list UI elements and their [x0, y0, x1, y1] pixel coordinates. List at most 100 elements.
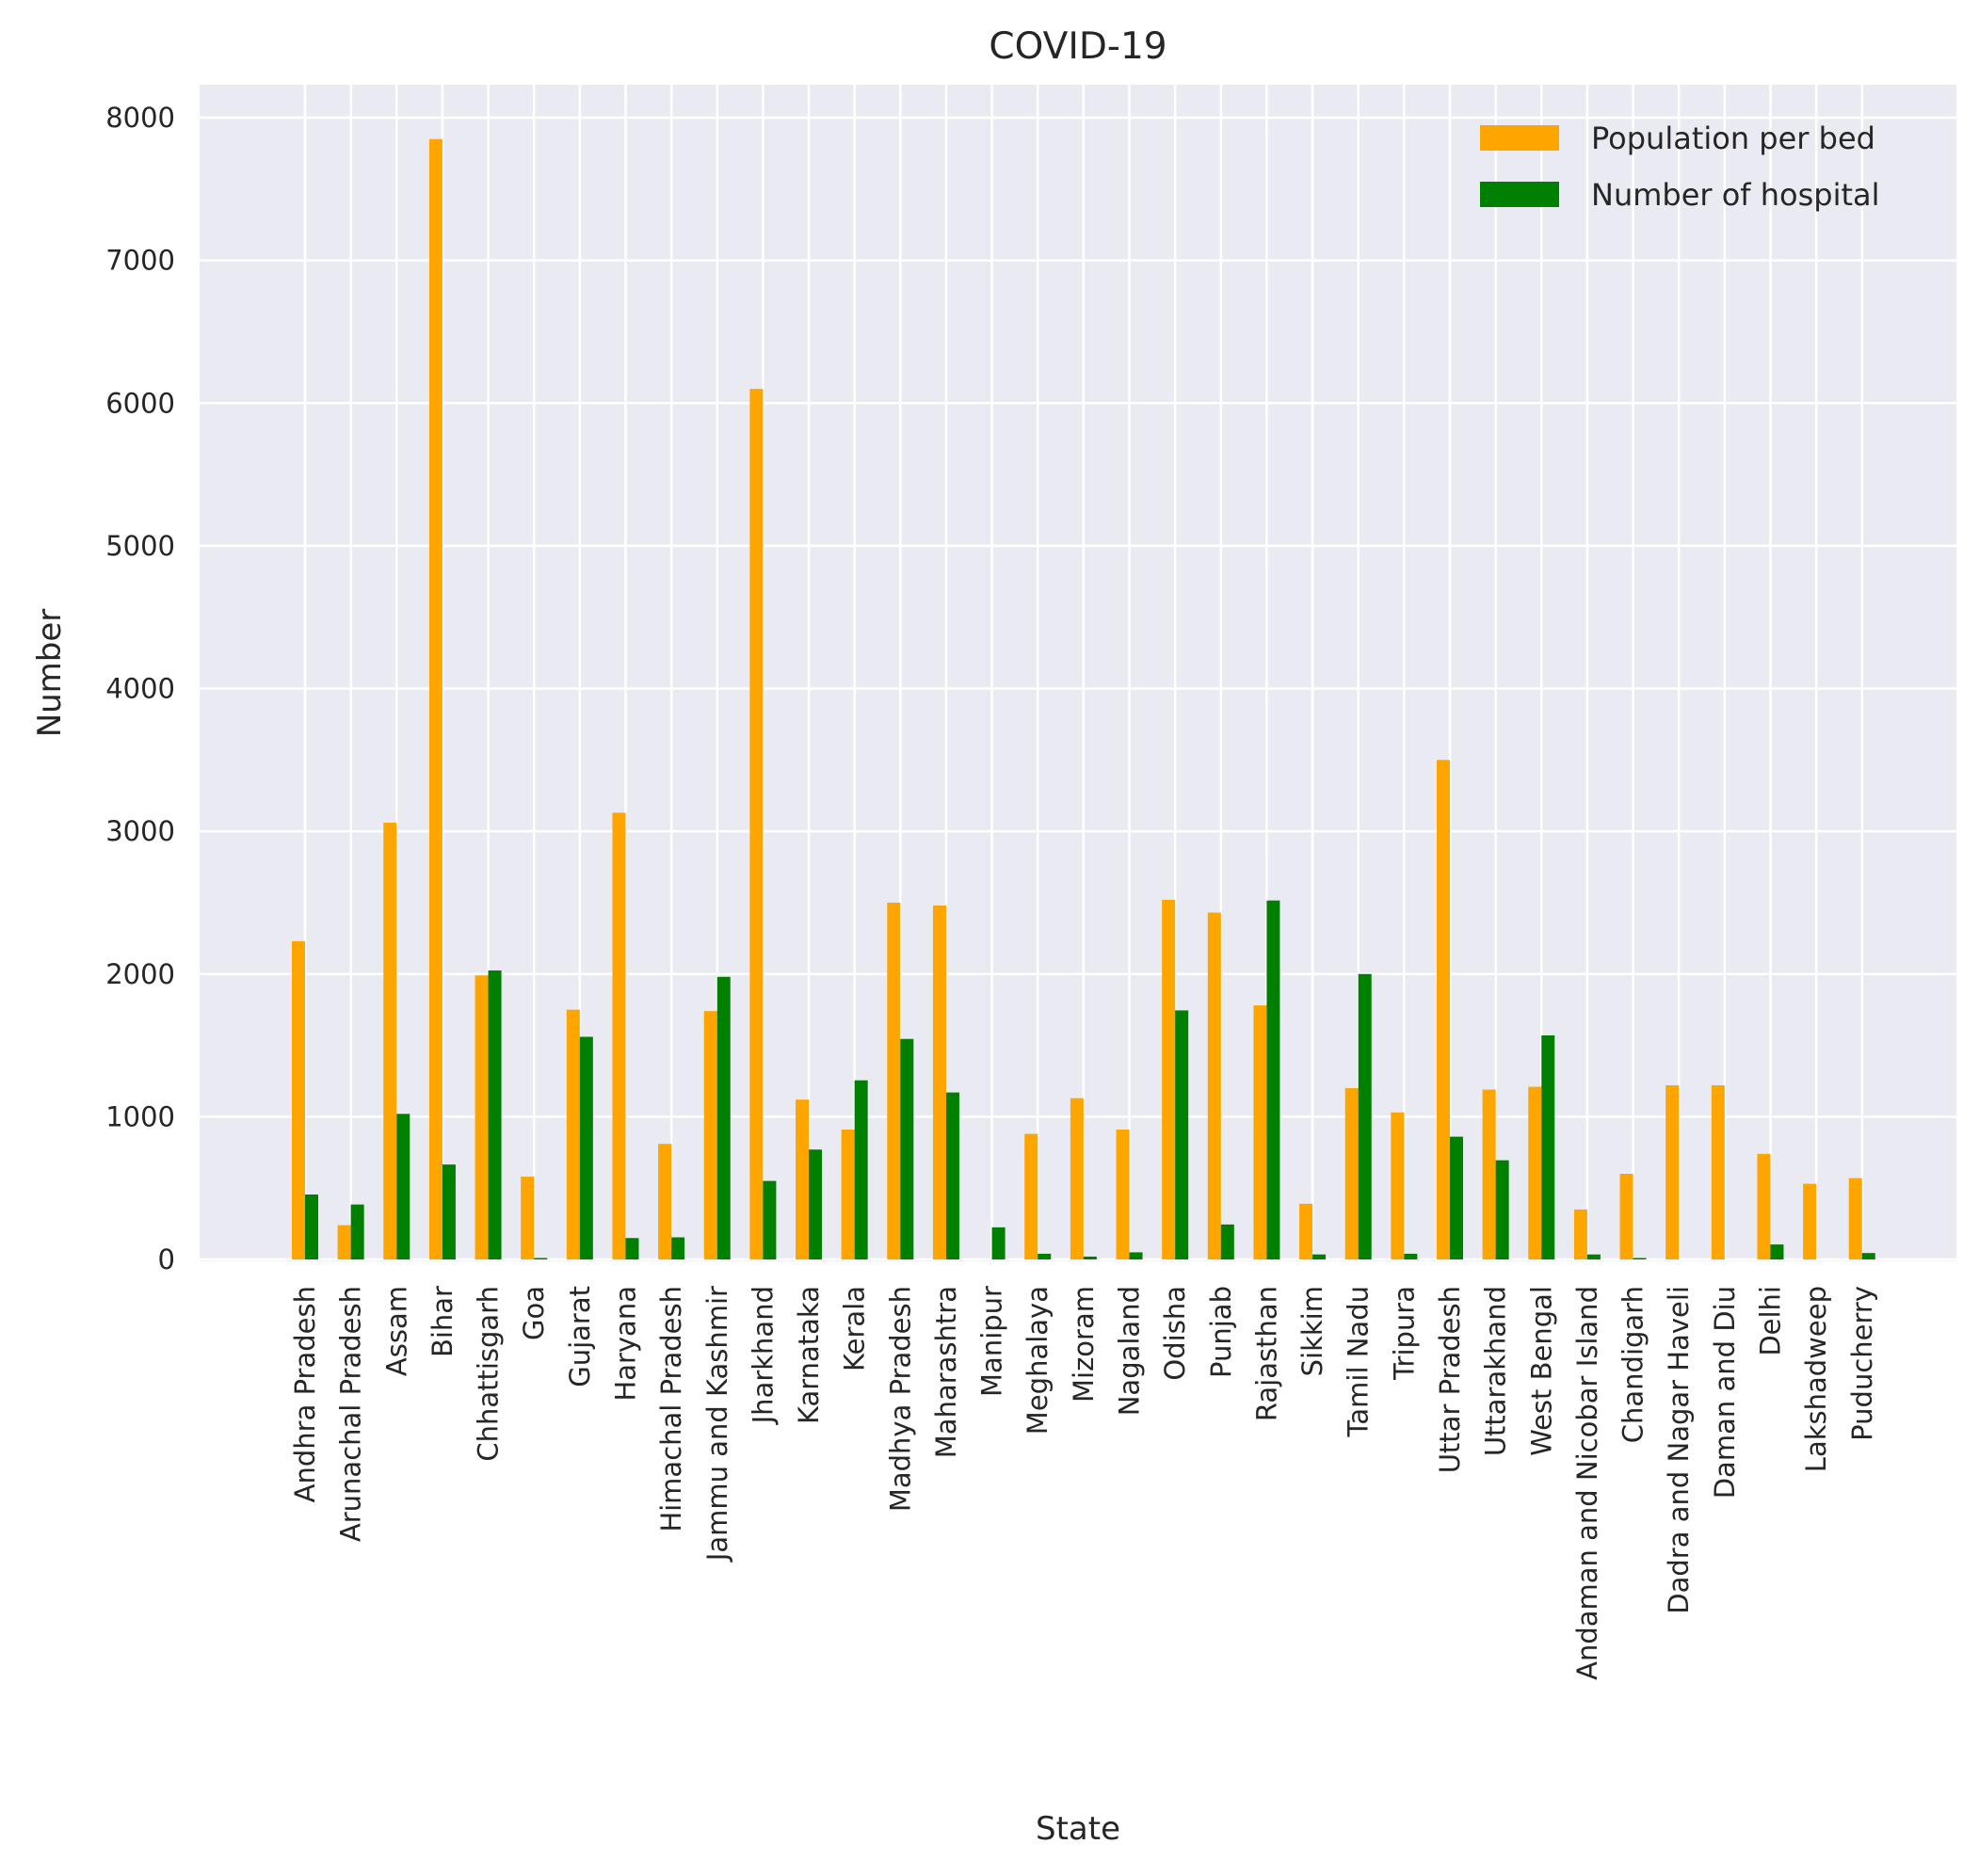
x-tick-label-arunachal-pradesh: Arunachal Pradesh — [335, 1286, 367, 1542]
x-tick-label-uttarakhand: Uttarakhand — [1480, 1286, 1512, 1456]
y-tick-label-5000: 5000 — [105, 530, 175, 562]
bar-number-of-hospital-delhi — [1770, 1244, 1784, 1259]
y-tick-label-6000: 6000 — [105, 387, 175, 419]
bar-number-of-hospital-sikkim — [1312, 1254, 1327, 1259]
bar-number-of-hospital-jammu-and-kashmir — [716, 976, 731, 1259]
x-tick-label-nagaland: Nagaland — [1114, 1286, 1146, 1416]
bar-number-of-hospital-bihar — [442, 1164, 456, 1259]
x-tick-label-kerala: Kerala — [839, 1286, 871, 1371]
bar-population-per-bed-arunachal-pradesh — [337, 1225, 351, 1259]
x-tick-label-tripura: Tripura — [1388, 1286, 1420, 1381]
legend: Population per bed Number of hospital — [1480, 120, 1880, 213]
x-tick-label-andhra-pradesh: Andhra Pradesh — [289, 1286, 321, 1502]
x-tick-label-delhi: Delhi — [1754, 1286, 1786, 1356]
bar-population-per-bed-haryana — [612, 812, 626, 1259]
y-tick-label-2000: 2000 — [105, 958, 175, 990]
bar-population-per-bed-mizoram — [1070, 1098, 1084, 1259]
bar-population-per-bed-assam — [383, 823, 397, 1259]
x-tick-label-gujarat: Gujarat — [564, 1286, 596, 1387]
bar-number-of-hospital-madhya-pradesh — [900, 1038, 914, 1259]
bar-population-per-bed-puducherry — [1848, 1178, 1862, 1259]
x-tick-label-goa: Goa — [518, 1286, 550, 1340]
x-tick-label-west-bengal: West Bengal — [1525, 1286, 1557, 1456]
bar-population-per-bed-lakshadweep — [1803, 1183, 1817, 1259]
bar-population-per-bed-nagaland — [1116, 1130, 1130, 1259]
bar-number-of-hospital-chhattisgarh — [488, 970, 502, 1259]
y-tick-label-7000: 7000 — [105, 245, 175, 277]
bar-number-of-hospital-andhra-pradesh — [305, 1195, 318, 1259]
bar-population-per-bed-goa — [521, 1177, 535, 1259]
x-tick-label-jharkhand: Jharkhand — [747, 1286, 779, 1425]
bar-population-per-bed-jharkhand — [749, 389, 764, 1259]
bar-population-per-bed-tripura — [1391, 1112, 1405, 1259]
bars — [292, 138, 1875, 1259]
x-tick-label-sikkim: Sikkim — [1296, 1286, 1328, 1376]
bar-population-per-bed-punjab — [1207, 912, 1221, 1259]
x-tick-label-punjab: Punjab — [1205, 1286, 1237, 1378]
bar-number-of-hospital-haryana — [625, 1238, 639, 1259]
x-tick-label-uttar-pradesh: Uttar Pradesh — [1434, 1286, 1466, 1473]
x-tick-label-assam: Assam — [380, 1286, 412, 1376]
bar-population-per-bed-madhya-pradesh — [887, 902, 901, 1259]
x-tick-label-chandigarh: Chandigarh — [1617, 1286, 1649, 1443]
x-axis-ticks: Andhra Pradesh Arunachal Pradesh Assam Biha… — [289, 1286, 1878, 1680]
bar-population-per-bed-sikkim — [1299, 1203, 1313, 1259]
bar-population-per-bed-chandigarh — [1619, 1174, 1633, 1259]
y-tick-label-3000: 3000 — [105, 815, 175, 847]
bar-number-of-hospital-uttarakhand — [1495, 1160, 1509, 1259]
bar-population-per-bed-jammu-and-kashmir — [703, 1011, 717, 1259]
y-axis-ticks: 0 1000 2000 3000 4000 5000 6000 7000 8000 — [105, 102, 175, 1275]
bar-number-of-hospital-uttar-pradesh — [1450, 1136, 1463, 1259]
bar-number-of-hospital-meghalaya — [1038, 1253, 1052, 1259]
bar-number-of-hospital-punjab — [1220, 1224, 1234, 1259]
legend-swatch-population-per-bed — [1480, 125, 1559, 151]
legend-label-population-per-bed: Population per bed — [1591, 120, 1875, 156]
bar-number-of-hospital-kerala — [854, 1080, 868, 1259]
legend-swatch-number-of-hospital — [1480, 182, 1559, 207]
y-axis-label: Number — [31, 609, 69, 738]
x-tick-label-madhya-pradesh: Madhya Pradesh — [884, 1286, 916, 1512]
bar-number-of-hospital-maharashtra — [945, 1092, 959, 1259]
bar-population-per-bed-bihar — [428, 138, 442, 1259]
bar-number-of-hospital-puducherry — [1861, 1253, 1875, 1259]
x-tick-label-haryana: Haryana — [609, 1286, 641, 1402]
y-tick-label-4000: 4000 — [105, 673, 175, 705]
x-tick-label-puducherry: Puducherry — [1846, 1286, 1878, 1441]
x-tick-label-daman-and-diu: Daman and Diu — [1709, 1286, 1741, 1499]
x-tick-label-andaman-and-nicobar-island: Andaman and Nicobar Island — [1571, 1286, 1603, 1680]
x-axis-label: State — [1036, 1810, 1120, 1848]
bar-number-of-hospital-chandigarh — [1633, 1258, 1647, 1259]
y-tick-label-0: 0 — [158, 1243, 175, 1275]
bar-population-per-bed-meghalaya — [1024, 1133, 1038, 1259]
bar-number-of-hospital-himachal-pradesh — [671, 1237, 685, 1259]
x-tick-label-odisha: Odisha — [1159, 1286, 1191, 1381]
x-tick-label-manipur: Manipur — [976, 1286, 1008, 1397]
bar-population-per-bed-andhra-pradesh — [292, 940, 305, 1259]
bar-number-of-hospital-odisha — [1175, 1010, 1189, 1259]
bar-population-per-bed-uttar-pradesh — [1437, 760, 1450, 1259]
chart-title: COVID-19 — [989, 25, 1166, 68]
bar-population-per-bed-dadra-and-nagar-haveli — [1665, 1085, 1680, 1259]
x-tick-label-tamil-nadu: Tamil Nadu — [1343, 1286, 1375, 1438]
x-tick-label-chhattisgarh: Chhattisgarh — [473, 1286, 505, 1462]
bar-population-per-bed-delhi — [1757, 1153, 1771, 1259]
bar-population-per-bed-daman-and-diu — [1711, 1085, 1725, 1259]
bar-number-of-hospital-jharkhand — [763, 1180, 777, 1259]
bar-population-per-bed-uttarakhand — [1482, 1089, 1496, 1259]
bar-number-of-hospital-west-bengal — [1541, 1034, 1555, 1259]
bar-population-per-bed-maharashtra — [932, 905, 946, 1259]
bar-population-per-bed-karnataka — [796, 1099, 810, 1259]
bar-number-of-hospital-manipur — [991, 1227, 1006, 1259]
x-tick-label-rajasthan: Rajasthan — [1250, 1286, 1282, 1421]
bar-number-of-hospital-tamil-nadu — [1358, 973, 1372, 1259]
bar-population-per-bed-andaman-and-nicobar-island — [1573, 1209, 1587, 1259]
x-tick-label-lakshadweep: Lakshadweep — [1800, 1286, 1832, 1472]
bar-population-per-bed-odisha — [1162, 899, 1176, 1259]
bar-population-per-bed-chhattisgarh — [475, 975, 489, 1259]
x-tick-label-dadra-and-nagar-haveli: Dadra and Nagar Haveli — [1663, 1286, 1695, 1614]
bar-population-per-bed-rajasthan — [1253, 1005, 1267, 1259]
bar-number-of-hospital-karnataka — [809, 1149, 823, 1259]
x-tick-label-karnataka: Karnataka — [793, 1286, 825, 1424]
bar-number-of-hospital-assam — [396, 1114, 410, 1259]
